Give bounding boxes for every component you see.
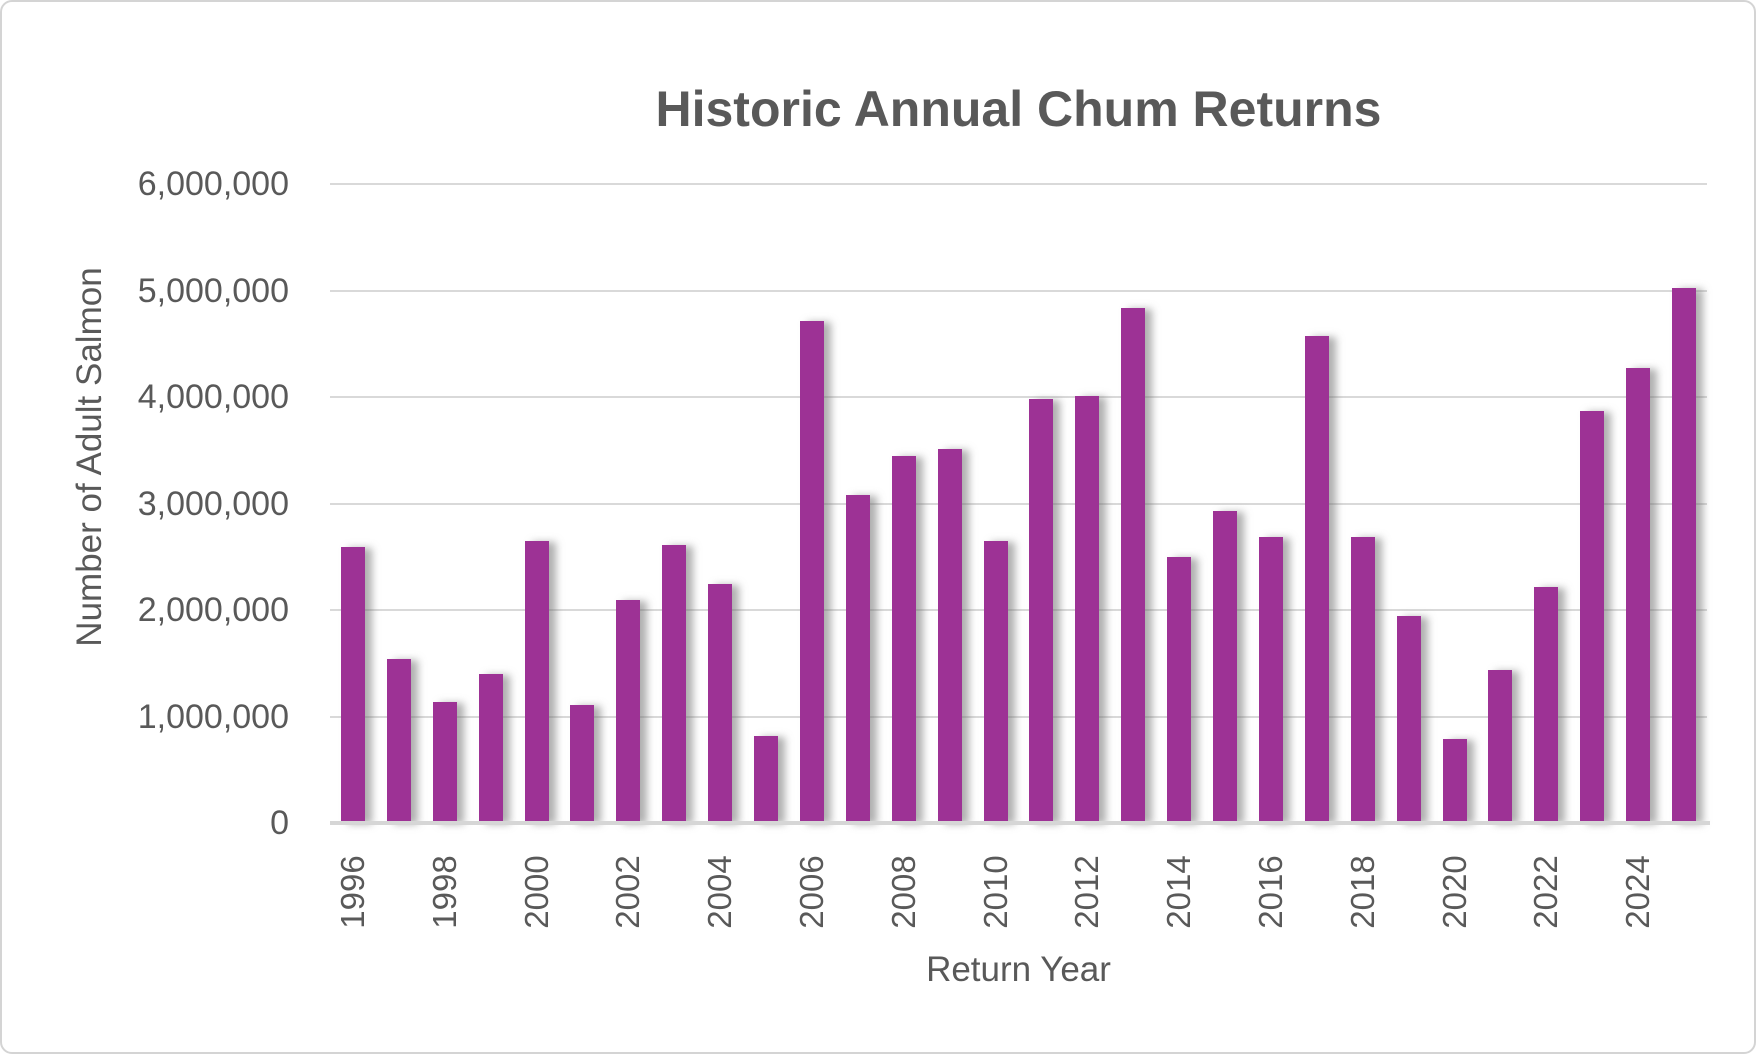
x-tick-label-text: 2016 — [1251, 855, 1289, 929]
bar-2021 — [1488, 669, 1513, 823]
x-tick-label-text: 1996 — [333, 855, 371, 929]
x-tick-label-text: 2018 — [1343, 855, 1381, 929]
x-tick-label-text: 2012 — [1068, 855, 1106, 929]
x-tick-label-text: 2004 — [701, 855, 739, 929]
bar-2010 — [983, 540, 1008, 823]
bar-2000 — [524, 540, 549, 823]
y-tick-label: 6,000,000 — [137, 165, 289, 203]
y-tick-label: 3,000,000 — [137, 484, 289, 523]
x-tick-label-text: 2006 — [792, 855, 830, 929]
bar-2007 — [845, 494, 870, 823]
chart-title: Historic Annual Chum Returns — [655, 81, 1382, 137]
bar-2025 — [1672, 288, 1697, 823]
y-tick-label: 0 — [270, 804, 289, 842]
bar-2022 — [1534, 586, 1559, 823]
bar-1997 — [386, 659, 411, 823]
plot-area — [330, 183, 1707, 823]
bar-2002 — [616, 600, 641, 823]
gridline — [330, 715, 1707, 718]
x-tick-label-text: 2014 — [1160, 855, 1198, 929]
bar-2009 — [937, 449, 962, 823]
x-tick-label-text: 2000 — [517, 855, 555, 929]
bar-2023 — [1580, 410, 1605, 823]
bar-2008 — [891, 455, 916, 823]
bar-2019 — [1396, 616, 1421, 823]
bar-1999 — [478, 673, 503, 823]
x-tick-label-text: 2008 — [884, 855, 922, 929]
x-tick-label-text: 2010 — [976, 855, 1014, 929]
bar-2015 — [1213, 510, 1238, 823]
x-tick-label-text: 1998 — [425, 855, 463, 929]
bar-2012 — [1075, 395, 1100, 823]
bar-2011 — [1029, 399, 1054, 823]
x-tick-label-text: 2020 — [1435, 855, 1473, 929]
bar-2006 — [799, 321, 824, 823]
bar-2020 — [1442, 738, 1467, 823]
y-axis-tick-labels: 0 1,000,000 2,000,000 3,000,000 4,000,000 5,0… — [2, 165, 289, 842]
x-axis-line — [330, 821, 1710, 825]
bar-2013 — [1121, 307, 1146, 823]
gridline — [330, 502, 1707, 505]
x-axis-title: Return Year — [926, 950, 1111, 989]
x-tick-label-text: 2002 — [609, 855, 647, 929]
bar-2018 — [1350, 536, 1375, 823]
bar-2004 — [708, 584, 733, 823]
x-tick-label-text: 2022 — [1527, 855, 1565, 929]
y-tick-label: 4,000,000 — [137, 378, 289, 416]
gridline — [330, 183, 1707, 185]
gridline — [330, 289, 1707, 292]
x-tick-label-text: 2024 — [1619, 855, 1657, 929]
y-tick-label: 5,000,000 — [137, 271, 289, 310]
bar-2003 — [662, 545, 687, 823]
bar-2024 — [1626, 368, 1651, 823]
gridline — [330, 609, 1707, 611]
bar-2001 — [570, 704, 595, 823]
gridline — [330, 396, 1707, 398]
bar-2014 — [1167, 556, 1192, 823]
y-tick-label: 1,000,000 — [137, 697, 289, 736]
y-tick-label: 2,000,000 — [137, 591, 289, 629]
bar-2005 — [754, 735, 779, 823]
bar-2016 — [1258, 536, 1283, 823]
bar-1996 — [340, 547, 365, 823]
bar-1998 — [432, 701, 457, 823]
bar-2017 — [1304, 336, 1329, 823]
